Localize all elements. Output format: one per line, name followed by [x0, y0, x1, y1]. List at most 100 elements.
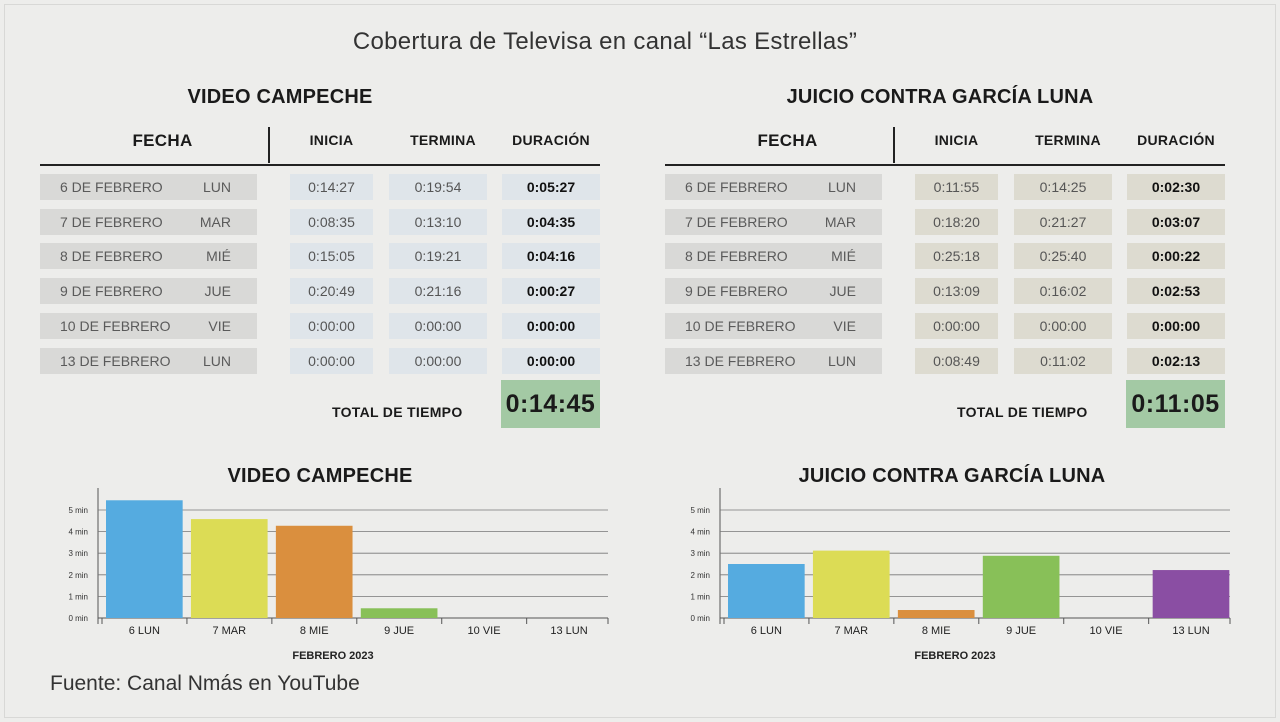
row-termina: 0:13:10 — [389, 208, 487, 235]
row-duracion: 0:02:30 — [1127, 174, 1225, 200]
total-label: TOTAL DE TIEMPO — [957, 404, 1088, 420]
row-weekday: LUN — [202, 179, 231, 195]
header-fecha: FECHA — [757, 131, 818, 150]
row-weekday: MIÉ — [831, 248, 856, 265]
row-duracion: 0:03:07 — [1127, 208, 1225, 235]
header-divider — [268, 127, 270, 163]
row-duracion: 0:04:16 — [502, 243, 600, 270]
header-inicia: INICIA — [309, 132, 354, 148]
row-duracion: 0:00:00 — [502, 312, 600, 339]
row-date: 8 DE FEBRERO — [60, 248, 163, 265]
row-termina: 0:19:21 — [389, 243, 487, 270]
header-divider — [893, 127, 895, 163]
row-weekday: JUE — [204, 283, 231, 300]
row-inicia: 0:20:49 — [290, 278, 373, 305]
row-inicia: 0:18:20 — [915, 208, 998, 235]
row-duracion: 0:00:00 — [502, 347, 600, 374]
bar — [1152, 570, 1230, 618]
x-axis-label: FEBRERO 2023 — [914, 650, 995, 662]
row-date-cell: 9 DE FEBRERO JUE — [40, 278, 257, 305]
row-weekday: JUE — [829, 283, 856, 300]
header-fecha: FECHA — [132, 131, 193, 150]
row-date: 9 DE FEBRERO — [60, 283, 163, 300]
row-weekday: VIE — [208, 317, 231, 334]
row-duracion: 0:02:13 — [1127, 347, 1225, 374]
row-duracion: 0:00:22 — [1127, 243, 1225, 270]
chart-title: JUICIO CONTRA GARCÍA LUNA — [798, 465, 1106, 487]
y-tick-label: 3 min — [68, 549, 88, 558]
header-duracion: DURACIÓN — [512, 132, 590, 148]
row-weekday: MAR — [199, 213, 231, 230]
x-tick-label: 7 MAR — [212, 625, 246, 637]
y-tick-label: 0 min — [690, 614, 710, 623]
bar — [812, 550, 890, 618]
row-date: 9 DE FEBRERO — [685, 283, 788, 300]
row-date-cell: 10 DE FEBRERO VIE — [40, 312, 257, 339]
x-axis-label: FEBRERO 2023 — [292, 650, 373, 662]
x-tick-label: 13 LUN — [550, 625, 587, 637]
row-termina: 0:19:54 — [389, 174, 487, 200]
y-tick-label: 1 min — [690, 592, 710, 601]
x-tick-label: 9 JUE — [1006, 625, 1036, 637]
page-title: Cobertura de Televisa en canal “Las Estr… — [352, 28, 858, 55]
row-inicia: 0:11:55 — [915, 174, 998, 200]
row-date: 7 DE FEBRERO — [685, 213, 788, 230]
row-date: 13 DE FEBRERO — [60, 352, 171, 369]
bar — [106, 500, 183, 618]
row-termina: 0:16:02 — [1014, 278, 1112, 305]
chart-title: VIDEO CAMPECHE — [227, 465, 413, 487]
row-duracion: 0:00:27 — [502, 278, 600, 305]
row-duracion: 0:02:53 — [1127, 278, 1225, 305]
row-inicia: 0:08:35 — [290, 208, 373, 235]
header-inicia: INICIA — [934, 132, 979, 148]
row-date-cell: 9 DE FEBRERO JUE — [665, 278, 882, 305]
row-inicia: 0:08:49 — [915, 347, 998, 374]
header-termina: TERMINA — [410, 132, 476, 148]
table-title: JUICIO CONTRA GARCÍA LUNA — [786, 86, 1094, 108]
row-termina: 0:14:25 — [1014, 174, 1112, 200]
x-tick-label: 9 JUE — [384, 625, 414, 637]
row-inicia: 0:00:00 — [290, 312, 373, 339]
total-value: 0:14:45 — [501, 380, 600, 428]
row-date: 6 DE FEBRERO — [685, 179, 788, 195]
row-date: 6 DE FEBRERO — [60, 179, 163, 195]
row-date-cell: 7 DE FEBRERO MAR — [665, 208, 882, 235]
row-inicia: 0:00:00 — [915, 312, 998, 339]
row-weekday: LUN — [202, 352, 231, 369]
row-termina: 0:21:16 — [389, 278, 487, 305]
row-weekday: MIÉ — [206, 248, 231, 265]
row-date-cell: 8 DE FEBRERO MIÉ — [665, 243, 882, 270]
bar — [728, 564, 805, 618]
row-date: 8 DE FEBRERO — [685, 248, 788, 265]
y-tick-label: 4 min — [690, 528, 710, 537]
row-date-cell: 8 DE FEBRERO MIÉ — [40, 243, 257, 270]
bar — [360, 608, 438, 618]
x-tick-label: 13 LUN — [1172, 625, 1209, 637]
x-tick-label: 6 LUN — [129, 625, 160, 637]
bar — [897, 610, 975, 618]
y-tick-label: 2 min — [68, 571, 88, 580]
x-tick-label: 7 MAR — [834, 625, 868, 637]
row-inicia: 0:00:00 — [290, 347, 373, 374]
row-termina: 0:25:40 — [1014, 243, 1112, 270]
row-termina: 0:21:27 — [1014, 208, 1112, 235]
row-inicia: 0:14:27 — [290, 174, 373, 200]
row-termina: 0:00:00 — [1014, 312, 1112, 339]
row-date-cell: 7 DE FEBRERO MAR — [40, 208, 257, 235]
x-tick-label: 6 LUN — [751, 625, 782, 637]
row-date-cell: 13 DE FEBRERO LUN — [665, 347, 882, 374]
total-value: 0:11:05 — [1126, 380, 1225, 428]
row-weekday: LUN — [827, 352, 856, 369]
row-date: 10 DE FEBRERO — [685, 317, 796, 334]
row-inicia: 0:15:05 — [290, 243, 373, 270]
row-termina: 0:00:00 — [389, 312, 487, 339]
y-tick-label: 1 min — [68, 592, 88, 601]
row-inicia: 0:25:18 — [915, 243, 998, 270]
row-inicia: 0:13:09 — [915, 278, 998, 305]
row-termina: 0:00:00 — [389, 347, 487, 374]
bar — [190, 519, 268, 618]
x-tick-label: 8 MIE — [922, 625, 951, 637]
row-termina: 0:11:02 — [1014, 347, 1112, 374]
source-footer: Fuente: Canal Nmás en YouTube — [50, 672, 360, 695]
header-rule — [665, 164, 1225, 166]
